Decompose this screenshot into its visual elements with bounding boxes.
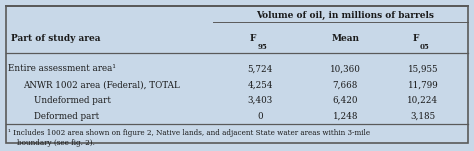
Text: 1,248: 1,248 (332, 112, 358, 121)
Text: Undeformed part: Undeformed part (34, 96, 111, 105)
Text: ANWR 1002 area (Federal), TOTAL: ANWR 1002 area (Federal), TOTAL (23, 81, 179, 90)
Text: Volume of oil, in millions of barrels: Volume of oil, in millions of barrels (256, 11, 434, 20)
Text: F: F (250, 34, 256, 43)
Text: 6,420: 6,420 (332, 96, 358, 105)
Text: 10,360: 10,360 (330, 64, 361, 73)
Text: 11,799: 11,799 (408, 81, 438, 90)
Text: Part of study area: Part of study area (11, 34, 100, 43)
Text: 5,724: 5,724 (248, 64, 273, 73)
Text: 95: 95 (257, 43, 267, 51)
Text: 7,668: 7,668 (332, 81, 358, 90)
Text: 05: 05 (420, 43, 430, 51)
Text: Deformed part: Deformed part (34, 112, 100, 121)
Text: 3,185: 3,185 (410, 112, 436, 121)
Text: Entire assessment area¹: Entire assessment area¹ (9, 64, 116, 73)
Text: 10,224: 10,224 (407, 96, 438, 105)
Text: ¹ Includes 1002 area shown on figure 2, Native lands, and adjacent State water a: ¹ Includes 1002 area shown on figure 2, … (9, 129, 371, 147)
Text: F: F (412, 34, 419, 43)
Text: 3,403: 3,403 (248, 96, 273, 105)
Text: 4,254: 4,254 (247, 81, 273, 90)
Text: Mean: Mean (331, 34, 359, 43)
Text: 15,955: 15,955 (408, 64, 438, 73)
Text: 0: 0 (257, 112, 263, 121)
